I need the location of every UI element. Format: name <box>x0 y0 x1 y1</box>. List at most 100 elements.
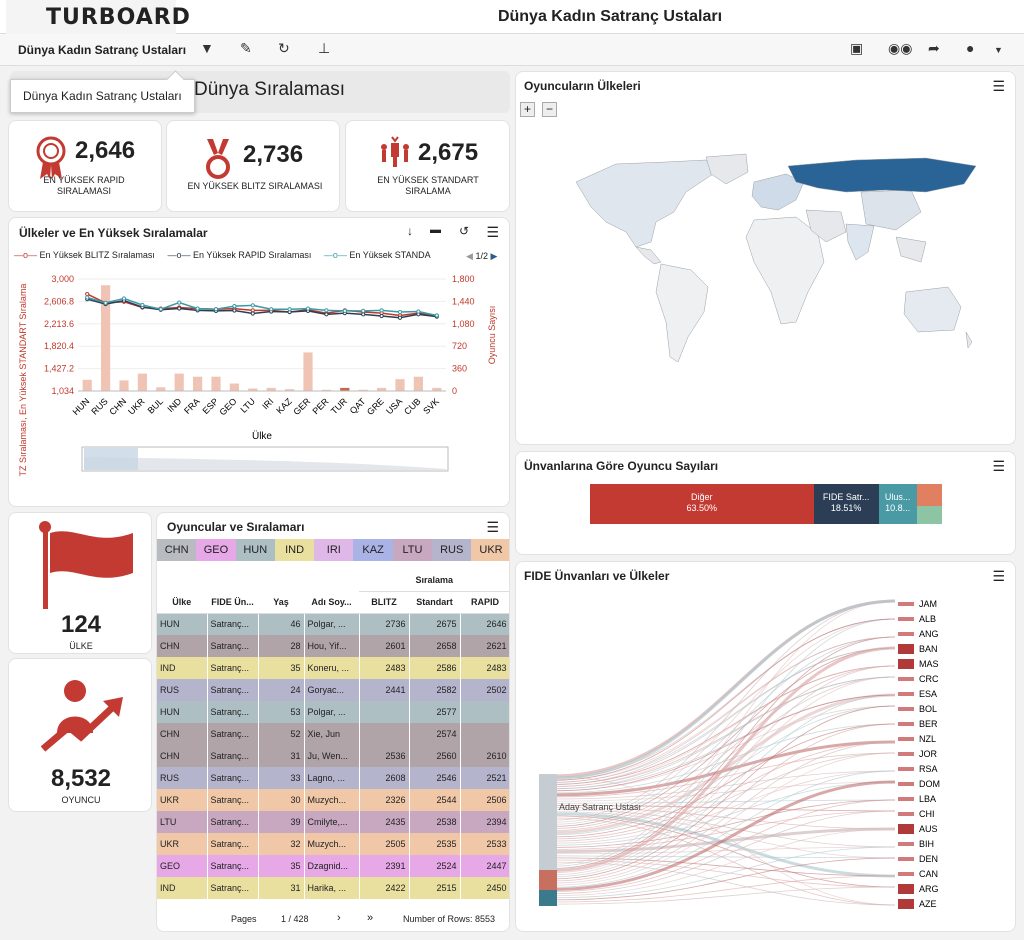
table-row[interactable]: CHN Satranç... 52 Xie, Jun 2574 <box>157 723 509 745</box>
chart-legend: —o— En Yüksek BLITZ Sıralaması —o— En Yü… <box>14 250 431 260</box>
sankey-link <box>552 828 896 897</box>
menu-icon[interactable]: ☰ <box>486 224 499 240</box>
download-icon[interactable]: ↓ <box>407 224 413 238</box>
minimize-icon[interactable]: ▬ <box>430 224 441 236</box>
table-cell: Satranç... <box>207 745 259 767</box>
title-segment[interactable]: Ulus... 10.8... <box>878 484 917 524</box>
binoculars-icon[interactable]: ◉◉ <box>888 40 913 56</box>
table-row[interactable]: UKR Satranç... 30 Muzych... 2326 2544 2506 <box>157 789 509 811</box>
table-cell: Dzagnid... <box>304 855 360 877</box>
menu-icon[interactable]: ☰ <box>486 519 499 535</box>
title-segment[interactable] <box>916 484 942 524</box>
legend-blitz[interactable]: —o— En Yüksek BLITZ Sıralaması <box>14 250 155 260</box>
pencil-icon[interactable]: ✎ <box>240 40 252 56</box>
image-icon[interactable]: ▣ <box>850 40 864 56</box>
column-header[interactable]: Adı Soy... <box>304 591 360 614</box>
table-row[interactable]: HUN Satranç... 53 Polgar, ... 2577 <box>157 701 509 723</box>
country-chip[interactable]: KAZ <box>353 539 393 561</box>
zoom-out-button[interactable]: − <box>542 102 557 117</box>
africa <box>745 216 825 325</box>
businesswoman-growth-icon <box>40 680 123 752</box>
column-header[interactable]: FIDE Ün... <box>207 591 259 614</box>
country-chip[interactable]: HUN <box>235 539 275 561</box>
table-cell <box>359 701 410 723</box>
table-row[interactable]: UKR Satranç... 32 Muzych... 2505 2535 2533 <box>157 833 509 855</box>
dashboard-name-menu[interactable]: Dünya Kadın Satranç Ustaları <box>18 43 187 57</box>
next-page-icon[interactable]: › <box>337 912 341 924</box>
reset-icon[interactable]: ↺ <box>458 224 469 238</box>
column-header[interactable]: Ülke <box>157 591 208 614</box>
table-cell: 2435 <box>359 811 410 833</box>
x-tick-label: SVK <box>421 396 441 416</box>
country-chip[interactable]: RUS <box>432 539 472 561</box>
chevron-down-icon[interactable]: ▼ <box>994 45 1003 55</box>
table-row[interactable]: GEO Satranç... 35 Dzagnid... 2391 2524 2447 <box>157 855 509 877</box>
dashboard-tooltip: Dünya Kadın Satranç Ustaları <box>10 79 195 113</box>
table-row[interactable]: IND Satranç... 35 Koneru, ... 2483 2586 2483 <box>157 657 509 679</box>
sankey-target-node <box>898 767 914 771</box>
bar-player-count <box>413 376 423 391</box>
table-row[interactable]: IND Satranç... 31 Harika, ... 2422 2515 2450 <box>157 877 509 899</box>
sankey-target-node <box>898 884 914 894</box>
sankey-link <box>552 781 896 846</box>
menu-icon[interactable]: ☰ <box>992 458 1005 474</box>
sankey-link <box>552 600 896 821</box>
table-row[interactable]: RUS Satranç... 33 Lagno, ... 2608 2546 2521 <box>157 767 509 789</box>
x-tick-label: GEO <box>217 396 238 417</box>
country-chip[interactable]: CHN <box>157 539 197 561</box>
table-cell: 2524 <box>409 855 461 877</box>
sankey-link <box>552 807 896 830</box>
table-cell: 32 <box>258 833 305 855</box>
country-chip[interactable]: UKR <box>471 539 509 561</box>
navigator-selection <box>84 448 138 470</box>
user-icon[interactable]: ● <box>966 40 975 56</box>
sankey-target-label: CHI <box>919 809 935 819</box>
table-row[interactable]: LTU Satranç... 39 Cmilyte,... 2435 2538 2394 <box>157 811 509 833</box>
table-cell: Satranç... <box>207 613 259 635</box>
legend-rapid[interactable]: —o— En Yüksek RAPID Sıralaması <box>167 250 312 260</box>
country-chip[interactable]: LTU <box>392 539 433 561</box>
column-header[interactable]: Yaş <box>258 591 305 614</box>
sankey-link <box>552 665 896 788</box>
table-row[interactable]: RUS Satranç... 24 Goryac... 2441 2582 2502 <box>157 679 509 701</box>
table-cell: 2621 <box>460 635 509 657</box>
sankey-target-label: MAS <box>919 659 939 669</box>
country-chip[interactable]: IRI <box>314 539 354 561</box>
legend-standard[interactable]: —o— En Yüksek STANDA <box>323 250 431 260</box>
table-row[interactable]: CHN Satranç... 28 Hou, Yif... 2601 2658 2621 <box>157 635 509 657</box>
share-icon[interactable]: ➦ <box>928 40 940 56</box>
sankey-link <box>552 676 896 831</box>
zoom-in-button[interactable]: + <box>520 102 535 117</box>
last-page-icon[interactable]: » <box>367 912 374 924</box>
title-segment[interactable]: FIDE Satr... 18.51% <box>813 484 879 524</box>
kpi-rapid-label: EN YÜKSEK RAPID SIRALAMASI <box>43 175 125 196</box>
table-cell: CHN <box>157 635 208 657</box>
column-header[interactable]: Standart <box>409 591 461 614</box>
sankey-link <box>552 846 896 899</box>
country-chip[interactable]: IND <box>274 539 315 561</box>
table-row[interactable]: HUN Satranç... 46 Polgar, ... 2736 2675 2646 <box>157 613 509 635</box>
country-chip[interactable]: GEO <box>196 539 236 561</box>
series-point <box>434 313 439 318</box>
sankey-target-label: ANG <box>919 629 939 639</box>
table-cell: Ju, Wen... <box>304 745 360 767</box>
column-header[interactable]: RAPID <box>460 591 509 614</box>
menu-icon[interactable]: ☰ <box>992 568 1005 584</box>
filter-icon[interactable]: ▼ <box>200 40 214 56</box>
sankey-target-label: ARG <box>919 884 939 894</box>
table-cell: Satranç... <box>207 877 259 899</box>
table-cell: 2394 <box>460 811 509 833</box>
refresh-icon[interactable]: ↻ <box>278 40 290 56</box>
table-cell: Goryac... <box>304 679 360 701</box>
legend-pager[interactable]: ◀ 1/2 ▶ <box>466 251 498 261</box>
hierarchy-icon[interactable]: ⊥ <box>318 40 331 56</box>
title-segment[interactable]: Diğer 63.50% <box>590 484 814 524</box>
table-row[interactable]: CHN Satranç... 31 Ju, Wen... 2536 2560 2610 <box>157 745 509 767</box>
column-header[interactable]: BLITZ <box>359 591 410 614</box>
table-cell: CHN <box>157 723 208 745</box>
menu-icon[interactable]: ☰ <box>992 78 1005 94</box>
sankey-target-node <box>898 632 914 636</box>
russia <box>787 157 976 193</box>
series-point <box>305 306 311 311</box>
sankey-target-label: BIH <box>919 839 934 849</box>
